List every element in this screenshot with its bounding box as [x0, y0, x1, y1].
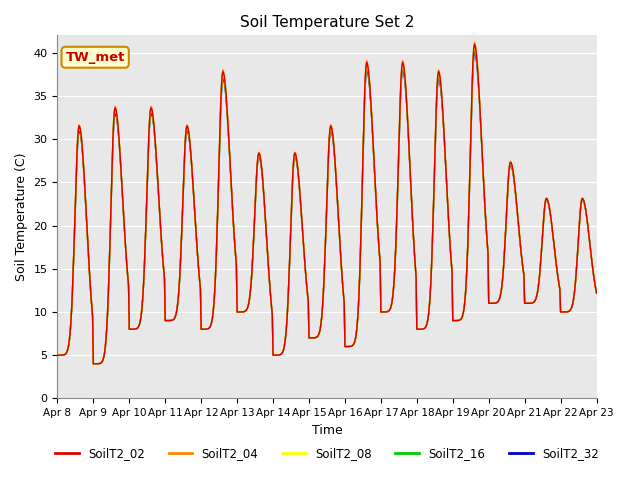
Text: TW_met: TW_met: [65, 51, 125, 64]
Y-axis label: Soil Temperature (C): Soil Temperature (C): [15, 153, 28, 281]
Title: Soil Temperature Set 2: Soil Temperature Set 2: [240, 15, 414, 30]
X-axis label: Time: Time: [312, 424, 342, 437]
Legend: SoilT2_02, SoilT2_04, SoilT2_08, SoilT2_16, SoilT2_32: SoilT2_02, SoilT2_04, SoilT2_08, SoilT2_…: [51, 443, 604, 465]
